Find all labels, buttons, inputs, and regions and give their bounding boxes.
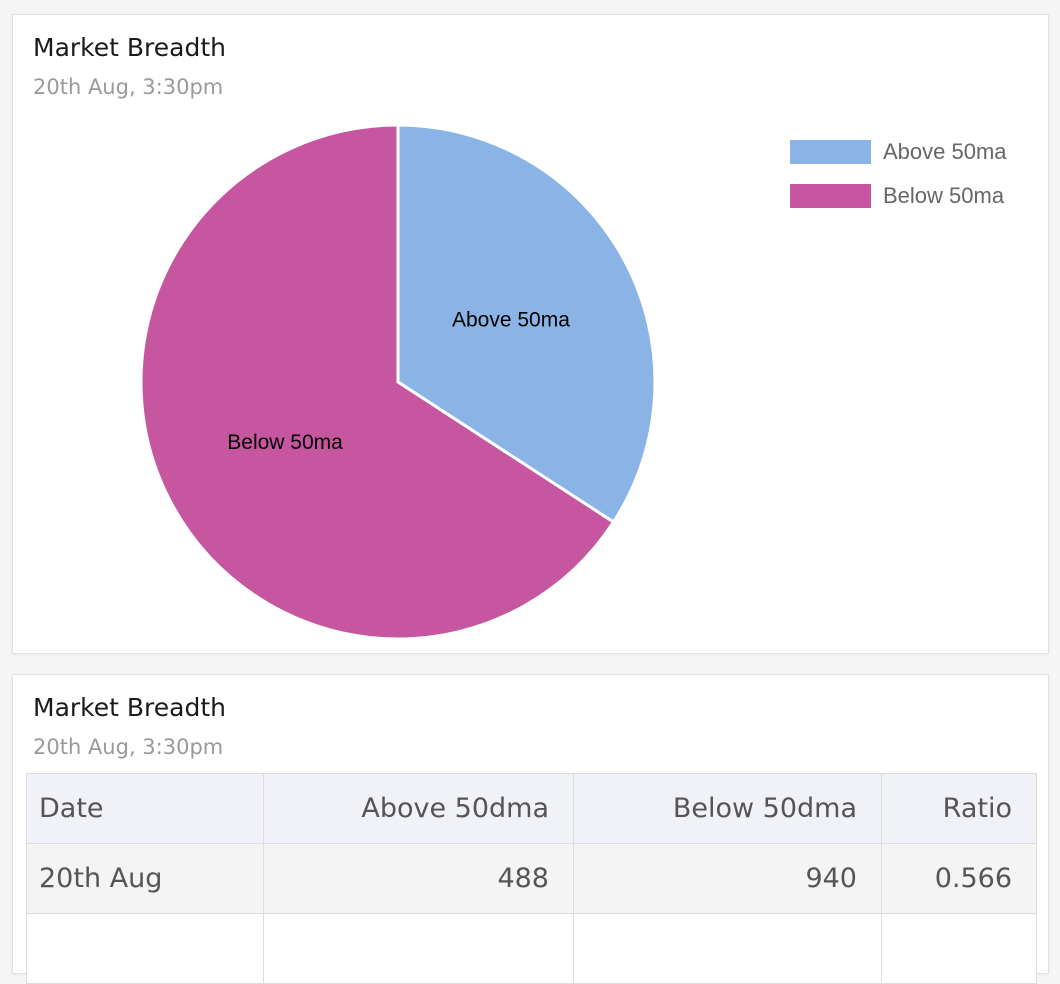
pie-slice-label-below: Below 50ma [227, 431, 343, 454]
cell-below: 940 [573, 843, 882, 914]
chart-card-title: Market Breadth [33, 33, 226, 62]
chart-legend: Above 50ma Below 50ma [790, 139, 1007, 228]
col-header-below[interactable]: Below 50dma [573, 773, 882, 844]
table-row: 20th Aug 488 940 0.566 [26, 843, 1037, 914]
cell-above: 488 [263, 843, 574, 914]
legend-swatch-below [790, 184, 871, 208]
table-card: Market Breadth 20th Aug, 3:30pm Date Abo… [12, 674, 1049, 984]
table-card-title: Market Breadth [33, 693, 226, 722]
cell-empty [881, 913, 1037, 984]
table-row-empty [26, 913, 1037, 984]
table-card-subtitle: 20th Aug, 3:30pm [33, 735, 224, 759]
pie-slice-below[interactable] [139, 123, 616, 641]
legend-label-below: Below 50ma [883, 183, 1005, 208]
breadth-table: Date Above 50dma Below 50dma Ratio 20th … [26, 773, 1037, 984]
col-header-above[interactable]: Above 50dma [263, 773, 574, 844]
chart-card: Market Breadth 20th Aug, 3:30pm Above 50… [12, 14, 1049, 654]
col-header-date[interactable]: Date [26, 773, 264, 844]
legend-item-above[interactable]: Above 50ma [790, 139, 1007, 164]
legend-item-below[interactable]: Below 50ma [790, 183, 1007, 208]
cell-ratio: 0.566 [881, 843, 1037, 914]
cell-empty [573, 913, 882, 984]
cell-empty [263, 913, 574, 984]
legend-label-above: Above 50ma [883, 139, 1007, 164]
cell-date: 20th Aug [26, 843, 264, 914]
pie-slice-label-above: Above 50ma [452, 308, 570, 331]
table-header-row: Date Above 50dma Below 50dma Ratio [26, 773, 1037, 844]
pie-chart: Above 50ma Below 50ma [139, 123, 657, 641]
cell-empty [26, 913, 264, 984]
chart-card-subtitle: 20th Aug, 3:30pm [33, 75, 224, 99]
legend-swatch-above [790, 140, 871, 164]
col-header-ratio[interactable]: Ratio [881, 773, 1037, 844]
